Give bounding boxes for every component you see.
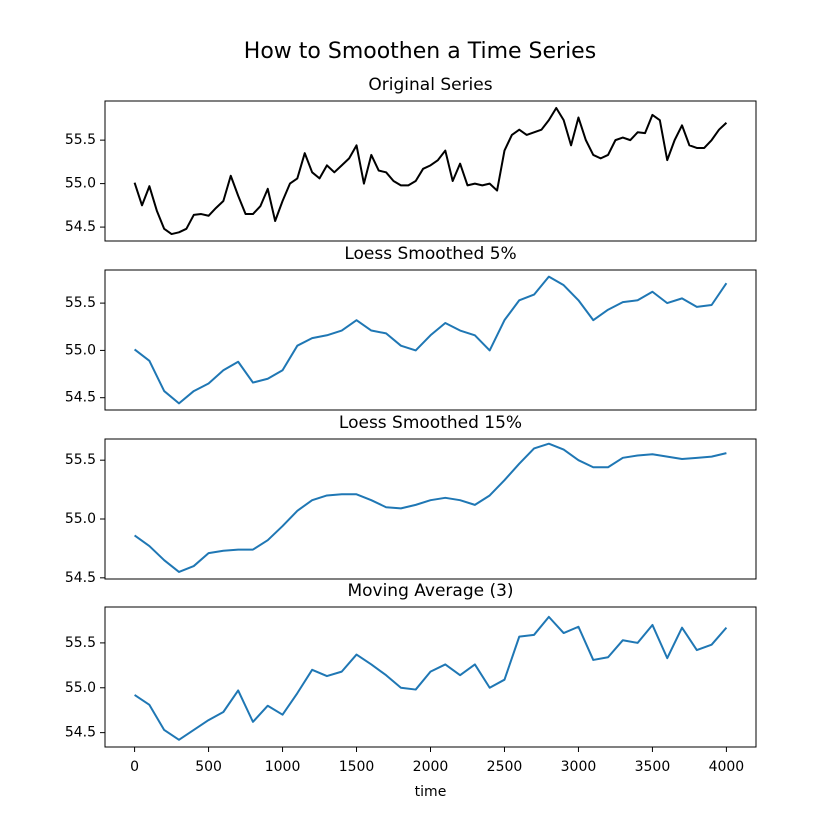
series-line: [133, 106, 728, 236]
y-tick-label: 55.5: [65, 452, 96, 468]
x-tick-label: 3000: [561, 759, 597, 775]
axes-title: Moving Average (3): [347, 581, 513, 601]
y-tick-label: 55.0: [65, 342, 96, 358]
axes-frame: [104, 269, 757, 411]
axes-frame: [104, 438, 757, 580]
x-tick-label: 2500: [487, 759, 523, 775]
y-tick-label: 55.0: [65, 176, 96, 192]
x-axis-label: time: [415, 784, 447, 800]
y-tick-label: 55.0: [65, 680, 96, 696]
series-line: [133, 275, 728, 405]
x-tick-label: 3500: [635, 759, 671, 775]
series-line: [134, 442, 727, 573]
axes-title: Loess Smoothed 15%: [339, 413, 522, 433]
x-tick-label: 1000: [265, 759, 301, 775]
x-tick-label: 1500: [339, 759, 375, 775]
figure-title: How to Smoothen a Time Series: [244, 39, 596, 64]
axes-title: Loess Smoothed 5%: [344, 244, 516, 264]
series-line: [134, 615, 728, 741]
x-tick-label: 0: [130, 759, 139, 775]
y-tick-label: 55.0: [65, 511, 96, 527]
axes-frame: [104, 100, 757, 242]
y-tick-label: 54.5: [65, 725, 96, 741]
y-tick-label: 55.5: [65, 132, 96, 148]
y-tick-label: 54.5: [65, 570, 96, 586]
y-tick-label: 55.5: [65, 295, 96, 311]
x-tick-label: 2000: [413, 759, 449, 775]
y-tick-label: 54.5: [65, 219, 96, 235]
y-tick-label: 54.5: [65, 390, 96, 406]
x-tick-label: 500: [195, 759, 222, 775]
axes-title: Original Series: [368, 75, 492, 95]
y-tick-label: 55.5: [65, 635, 96, 651]
x-tick-label: 4000: [709, 759, 745, 775]
